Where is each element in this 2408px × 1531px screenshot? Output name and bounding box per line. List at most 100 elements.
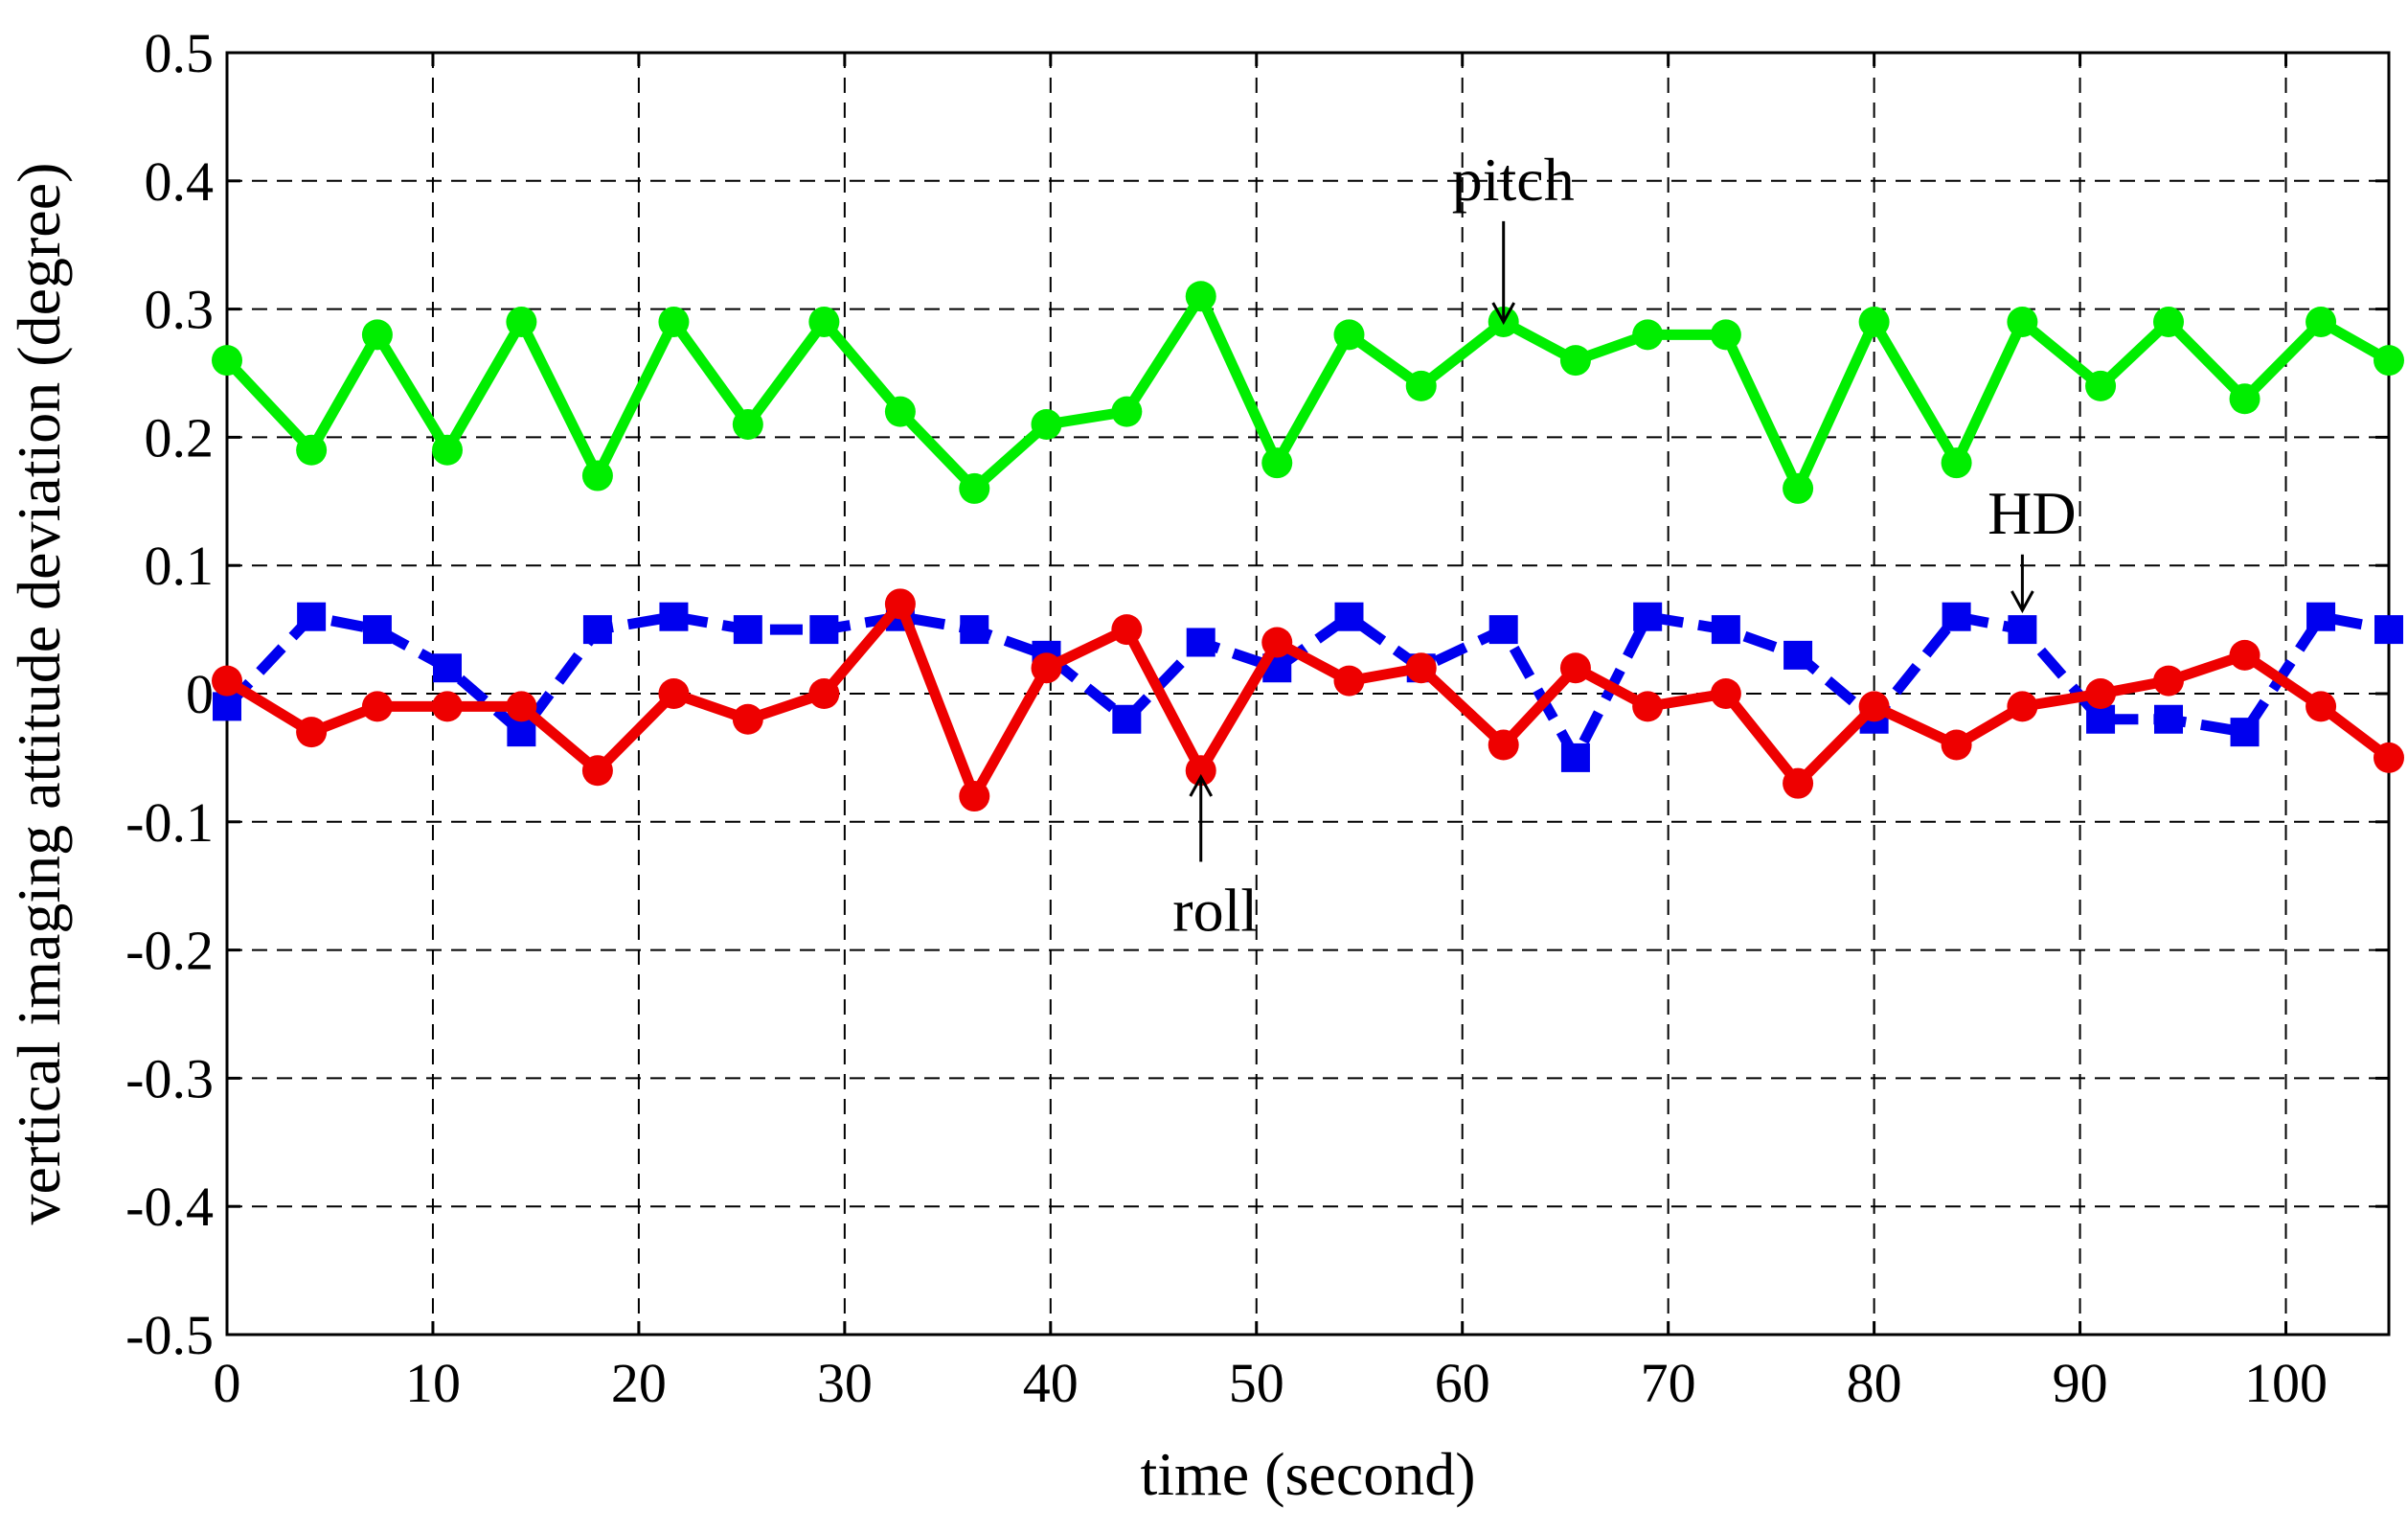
data-point-hd xyxy=(733,615,762,645)
y-tick-label: 0.5 xyxy=(145,22,215,84)
data-point-hd xyxy=(2306,602,2336,631)
data-point-roll xyxy=(1405,652,1437,684)
data-point-hd xyxy=(2086,704,2116,734)
annotation-arrowhead xyxy=(1189,773,1214,797)
data-point-pitch xyxy=(581,460,613,491)
data-point-roll xyxy=(431,691,463,722)
data-point-hd xyxy=(2154,704,2184,734)
annotation-label: pitch xyxy=(1452,146,1575,214)
data-point-pitch xyxy=(884,396,916,427)
data-point-roll xyxy=(884,588,916,620)
y-tick-label: -0.5 xyxy=(125,1304,214,1366)
data-point-hd xyxy=(1711,615,1740,645)
data-point-hd xyxy=(432,653,462,683)
data-point-roll xyxy=(361,691,393,722)
data-point-hd xyxy=(1560,743,1590,772)
data-point-pitch xyxy=(1632,319,1664,351)
data-point-pitch xyxy=(1941,447,1972,479)
y-axis-title: vertical imaging attitude deviation (deg… xyxy=(5,163,73,1225)
data-point-pitch xyxy=(1858,306,1890,337)
y-tick-label: -0.2 xyxy=(125,920,214,982)
annotation-label: roll xyxy=(1172,877,1258,945)
data-point-roll xyxy=(808,678,840,709)
annotation-pitch: pitch xyxy=(1452,146,1575,326)
data-point-pitch xyxy=(658,306,690,337)
annotation-arrowhead xyxy=(2010,590,2034,614)
data-point-roll xyxy=(2306,691,2337,722)
y-tick-label: 0.4 xyxy=(145,150,215,213)
data-point-pitch xyxy=(431,434,463,466)
x-tick-label: 10 xyxy=(405,1352,461,1414)
y-tick-label: 0.2 xyxy=(145,406,215,468)
x-axis-title: time (second) xyxy=(1140,1440,1475,1508)
data-point-hd xyxy=(213,692,241,721)
annotation-arrowhead xyxy=(1491,302,1516,326)
data-point-pitch xyxy=(506,306,537,337)
series-roll xyxy=(212,588,2404,812)
y-tick-label: 0 xyxy=(186,663,214,725)
y-tick-label: 0.1 xyxy=(145,535,215,597)
y-tick-label: 0.3 xyxy=(145,279,215,341)
annotation-roll: roll xyxy=(1172,773,1258,945)
data-point-hd xyxy=(507,718,536,747)
data-point-roll xyxy=(2153,665,2185,697)
data-point-hd xyxy=(297,602,327,631)
data-point-roll xyxy=(658,678,690,709)
x-tick-label: 70 xyxy=(1641,1352,1696,1414)
data-point-hd xyxy=(960,615,989,645)
data-point-hd xyxy=(1942,602,1971,631)
data-point-pitch xyxy=(959,472,990,504)
data-point-pitch xyxy=(1333,319,1365,351)
data-point-roll xyxy=(1031,652,1062,684)
data-point-pitch xyxy=(361,319,393,351)
data-point-pitch xyxy=(1783,472,1814,504)
data-point-pitch xyxy=(1710,319,1741,351)
annotation-hd: HD xyxy=(1988,479,2077,614)
data-point-pitch xyxy=(1405,370,1437,401)
x-tick-label: 40 xyxy=(1023,1352,1079,1414)
data-point-hd xyxy=(1783,640,1813,670)
data-point-roll xyxy=(1488,729,1519,761)
data-point-roll xyxy=(2007,691,2038,722)
x-tick-label: 30 xyxy=(817,1352,873,1414)
data-point-hd xyxy=(809,615,839,645)
data-point-hd xyxy=(2230,718,2260,747)
x-tick-label: 100 xyxy=(2244,1352,2328,1414)
data-point-pitch xyxy=(808,306,840,337)
data-point-roll xyxy=(1783,767,1814,799)
x-tick-label: 80 xyxy=(1847,1352,1902,1414)
data-point-hd xyxy=(1633,602,1663,631)
data-point-roll xyxy=(1261,627,1293,658)
data-point-hd xyxy=(1488,615,1518,645)
y-tick-label: -0.4 xyxy=(125,1176,214,1238)
data-point-roll xyxy=(732,703,763,735)
data-point-pitch xyxy=(1031,409,1062,441)
y-tick-label: -0.1 xyxy=(125,791,214,854)
data-point-pitch xyxy=(2374,345,2404,377)
series-pitch xyxy=(212,281,2404,504)
x-tick-label: 60 xyxy=(1435,1352,1490,1414)
data-point-roll xyxy=(2374,742,2404,773)
x-tick-label: 20 xyxy=(611,1352,667,1414)
annotations: pitch HD roll xyxy=(1172,146,2076,945)
data-point-roll xyxy=(1710,678,1741,709)
data-point-hd xyxy=(1112,704,1142,734)
data-point-hd xyxy=(2374,615,2403,645)
data-point-roll xyxy=(1559,652,1591,684)
data-point-roll xyxy=(1185,755,1216,787)
data-point-pitch xyxy=(732,409,763,441)
data-point-roll xyxy=(959,781,990,812)
x-tick-label: 0 xyxy=(214,1352,241,1414)
data-point-pitch xyxy=(1559,345,1591,377)
data-point-roll xyxy=(1941,729,1972,761)
data-point-pitch xyxy=(2085,370,2117,401)
data-point-roll xyxy=(1333,665,1365,697)
data-point-pitch xyxy=(2306,306,2337,337)
y-tick-label: -0.3 xyxy=(125,1047,214,1109)
data-point-roll xyxy=(1632,691,1664,722)
data-point-roll xyxy=(2085,678,2117,709)
data-point-hd xyxy=(582,615,612,645)
series-group xyxy=(212,281,2404,812)
axis-ticks: 0 10 20 30 40 50 60 70 80 90 1000.50.40.30.20.10-0… xyxy=(125,22,2389,1414)
